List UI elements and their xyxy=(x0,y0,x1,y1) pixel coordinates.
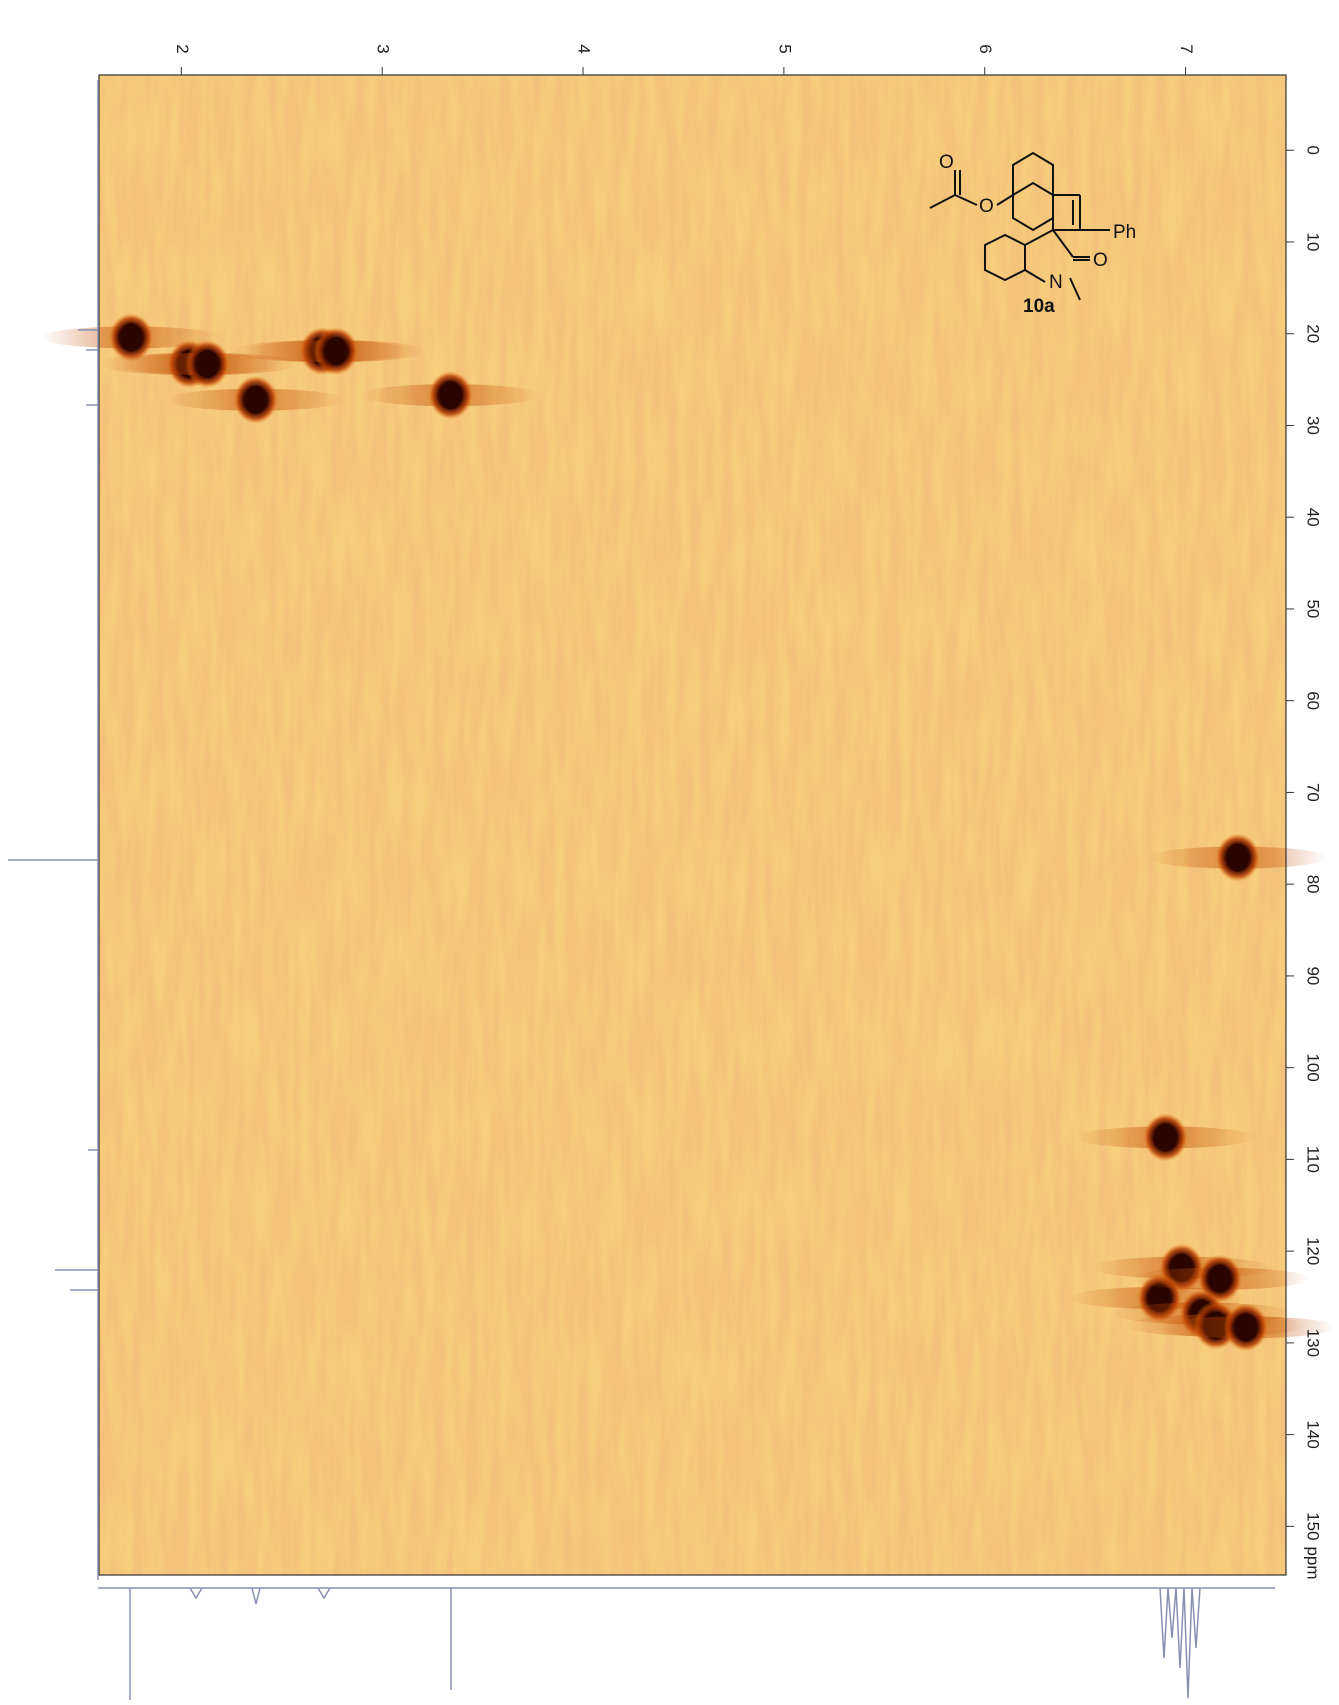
y-tick-label: 140 xyxy=(1304,1420,1323,1448)
y-tick-label: 130 xyxy=(1304,1329,1323,1357)
peak-core xyxy=(244,385,267,414)
x-tick-label: 6 xyxy=(976,44,995,53)
peak-core xyxy=(1154,1123,1177,1152)
y-tick-label: 100 xyxy=(1304,1053,1323,1081)
y-tick-label: 20 xyxy=(1304,324,1323,343)
y-tick-label: 110 xyxy=(1304,1146,1323,1173)
peak-core xyxy=(196,349,219,378)
y-unit: ppm xyxy=(1304,1546,1323,1579)
x-tick-label: 5 xyxy=(775,44,794,53)
y-tick-label: 70 xyxy=(1304,783,1323,802)
x-tick-label: 2 xyxy=(173,44,192,53)
axes: 2 3 4 5 6 70102030405060708090100110120130140… xyxy=(98,44,1323,1580)
noise xyxy=(99,75,1286,1575)
y-tick-label: 50 xyxy=(1304,599,1323,618)
peak-core xyxy=(1208,1264,1231,1293)
compound-label: 10a xyxy=(1023,296,1055,317)
plot-frame xyxy=(98,74,1287,1576)
y-tick-label: 10 xyxy=(1304,233,1323,252)
plot-background xyxy=(99,75,1286,1575)
y-tick-label: 60 xyxy=(1304,691,1323,710)
peak-core xyxy=(1234,1313,1257,1342)
y-tick-label: 80 xyxy=(1304,875,1323,894)
x-tick-label: 7 xyxy=(1177,44,1196,53)
peak-core xyxy=(439,381,462,410)
atom-label: O xyxy=(1093,250,1108,271)
y-tick-label: 150 xyxy=(1304,1512,1323,1540)
x-tick-label: 4 xyxy=(575,44,594,53)
peak-core xyxy=(324,337,347,366)
peaks xyxy=(41,313,1336,1352)
atom-label: Ph xyxy=(1113,222,1136,243)
atom-label: N xyxy=(1049,272,1063,293)
atom-label: O xyxy=(939,152,954,173)
peak-core xyxy=(120,323,143,352)
y-tick-label: 30 xyxy=(1304,416,1323,435)
x-tick-label: 3 xyxy=(374,44,393,53)
peak-core xyxy=(1226,843,1249,872)
y-tick-label: 90 xyxy=(1304,966,1323,985)
f1-projection xyxy=(8,80,99,1580)
structure: O O Ph O N 10a xyxy=(929,151,1136,317)
y-tick-label: 120 xyxy=(1304,1237,1323,1265)
f2-projection xyxy=(98,1587,1275,1700)
y-tick-label: 0 xyxy=(1304,145,1323,154)
y-tick-label: 40 xyxy=(1304,508,1323,527)
atom-label: O xyxy=(979,196,994,217)
